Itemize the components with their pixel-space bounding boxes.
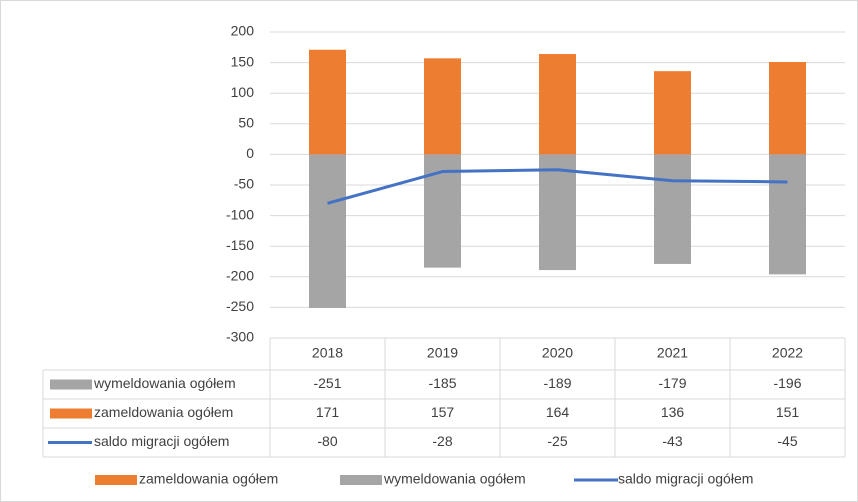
x-tick-label: 2019: [427, 345, 458, 361]
legend-label: wymeldowania ogółem: [383, 471, 526, 487]
bar: [309, 154, 346, 309]
y-tick-label: 50: [238, 115, 254, 131]
y-tick-label: -300: [226, 329, 254, 345]
table-row-label: saldo migracji ogółem: [94, 433, 229, 449]
table-legend-key: [50, 408, 92, 419]
y-tick-label: -100: [226, 206, 254, 222]
y-tick-label: 0: [246, 145, 254, 161]
bar: [654, 71, 691, 155]
y-tick-label: 200: [231, 23, 255, 39]
data-label: -45: [777, 433, 797, 449]
legend-label: saldo migracji ogółem: [618, 471, 753, 487]
data-label: -43: [662, 433, 682, 449]
bar: [424, 154, 461, 268]
y-tick-label: -50: [234, 176, 254, 192]
data-label: -189: [543, 375, 571, 391]
y-tick-label: -250: [226, 298, 254, 314]
bar: [769, 154, 806, 275]
bar: [539, 154, 576, 271]
table-row-label: wymeldowania ogółem: [93, 375, 236, 391]
data-label: -179: [658, 375, 686, 391]
x-tick-label: 2018: [312, 345, 343, 361]
y-tick-label: 100: [231, 84, 255, 100]
data-label: -185: [428, 375, 456, 391]
bar: [654, 154, 691, 264]
line: [327, 168, 788, 205]
legend-key: [340, 475, 382, 485]
y-tick-label: -150: [226, 237, 254, 253]
data-label: 157: [431, 404, 455, 420]
data-label: 171: [316, 404, 340, 420]
bar: [769, 61, 806, 155]
data-label: 136: [661, 404, 685, 420]
y-tick-label: -200: [226, 268, 254, 284]
y-tick-label: 150: [231, 53, 255, 69]
data-label: -196: [773, 375, 801, 391]
bar: [309, 49, 346, 155]
data-label: 164: [546, 404, 570, 420]
bar: [539, 54, 576, 155]
legend-label: zameldowania ogółem: [139, 471, 278, 487]
legend-key: [95, 475, 137, 485]
data-label: -251: [313, 375, 341, 391]
data-label: 151: [776, 404, 800, 420]
bar: [424, 58, 461, 155]
table-legend-key: [50, 379, 92, 390]
data-label: -28: [432, 433, 452, 449]
data-label: -25: [547, 433, 567, 449]
table-row-label: zameldowania ogółem: [94, 404, 233, 420]
x-tick-label: 2022: [772, 345, 803, 361]
x-tick-label: 2021: [657, 345, 688, 361]
x-tick-label: 2020: [542, 345, 573, 361]
data-label: -80: [317, 433, 337, 449]
